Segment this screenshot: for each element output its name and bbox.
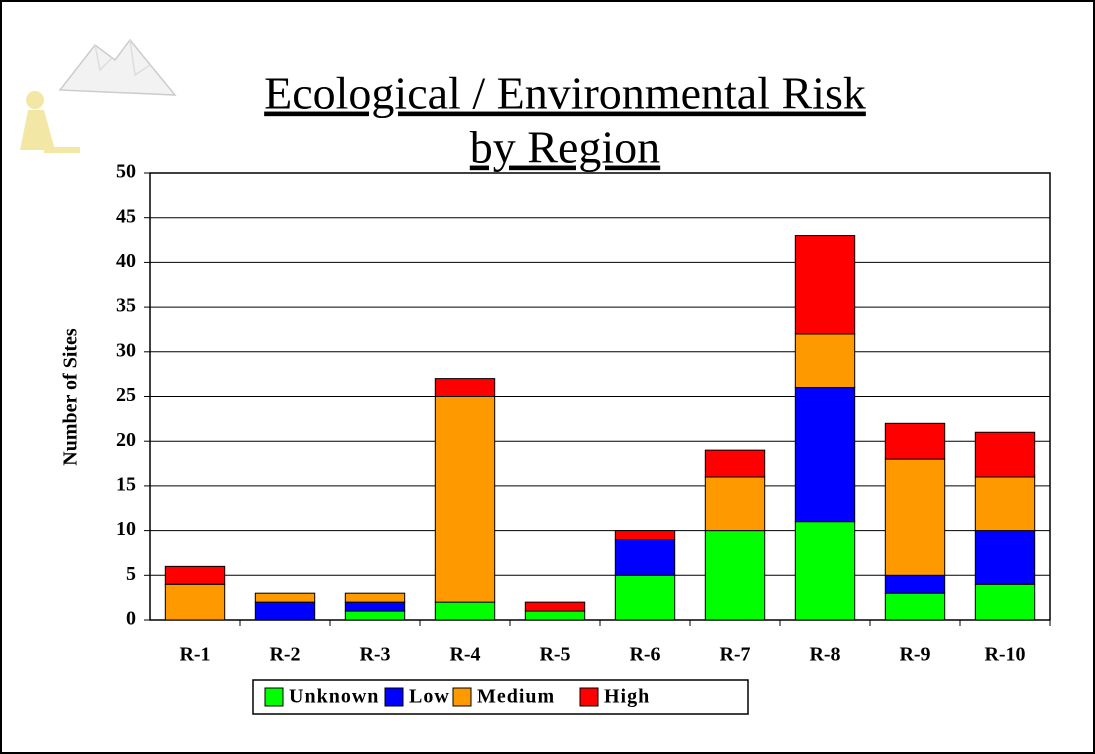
y-tick-label: 15 (116, 473, 136, 495)
bar-segment (704, 530, 766, 621)
legend-swatch (452, 687, 472, 707)
x-tick-label: R-8 (809, 644, 840, 666)
x-tick-label: R-4 (449, 644, 480, 666)
bar-segment (794, 387, 856, 523)
y-tick-label: 35 (116, 295, 136, 317)
bar-segment (434, 396, 496, 603)
logo (20, 38, 177, 153)
chart-title: by Region (470, 122, 660, 173)
bar-segment (434, 601, 496, 621)
bar-segment (344, 601, 406, 612)
x-tick-label: R-2 (269, 644, 300, 666)
bar-segment (974, 431, 1036, 478)
bar-segment (434, 378, 496, 397)
legend-label: High (604, 686, 650, 708)
legend-label: Medium (477, 686, 555, 708)
bar-segment (614, 574, 676, 621)
bar-segment (614, 539, 676, 576)
bar-segment (254, 592, 316, 603)
bar-segment (164, 565, 226, 585)
bar-segment (164, 583, 226, 621)
y-tick-label: 10 (116, 518, 136, 540)
x-tick-label: R-1 (179, 644, 210, 666)
x-tick-label: R-10 (984, 644, 1025, 666)
y-tick-label: 50 (116, 161, 136, 183)
x-tick-label: R-7 (719, 644, 750, 666)
y-tick-label: 20 (116, 429, 136, 451)
bar-segment (794, 521, 856, 621)
bar-segment (884, 574, 946, 594)
chart-title: Ecological / Environmental Risk (264, 68, 866, 119)
bar-segment (344, 610, 406, 621)
x-tick-label: R-5 (539, 644, 570, 666)
legend-label: Low (409, 686, 450, 708)
x-tick-label: R-6 (629, 644, 660, 666)
legend-swatch (384, 687, 404, 707)
bar-segment (704, 476, 766, 532)
legend-swatch (264, 687, 284, 707)
bar-segment (614, 530, 676, 541)
legend-swatch (579, 687, 599, 707)
y-tick-label: 25 (116, 384, 136, 406)
legend (252, 679, 749, 715)
legend-label: Unknown (289, 686, 379, 708)
bar-segment (794, 333, 856, 389)
bar-segment (974, 583, 1036, 621)
y-tick-label: 40 (116, 250, 136, 272)
bar-segment (974, 476, 1036, 532)
bar-segment (794, 235, 856, 335)
bar-segment (524, 610, 586, 621)
bar-segment (884, 592, 946, 621)
bar-segment (884, 422, 946, 460)
y-tick-label: 30 (116, 339, 136, 361)
bar-segment (344, 592, 406, 603)
bar-segment (254, 601, 316, 621)
x-tick-label: R-9 (899, 644, 930, 666)
y-tick-label: 45 (116, 205, 136, 227)
bar-segment (704, 449, 766, 478)
y-tick-label: 0 (126, 608, 136, 630)
bar-segment (524, 601, 586, 612)
y-tick-label: 5 (126, 563, 136, 585)
y-axis-label: Number of Sites (60, 328, 82, 466)
bar-segment (974, 530, 1036, 585)
x-tick-label: R-3 (359, 644, 390, 666)
bar-segment (884, 458, 946, 576)
